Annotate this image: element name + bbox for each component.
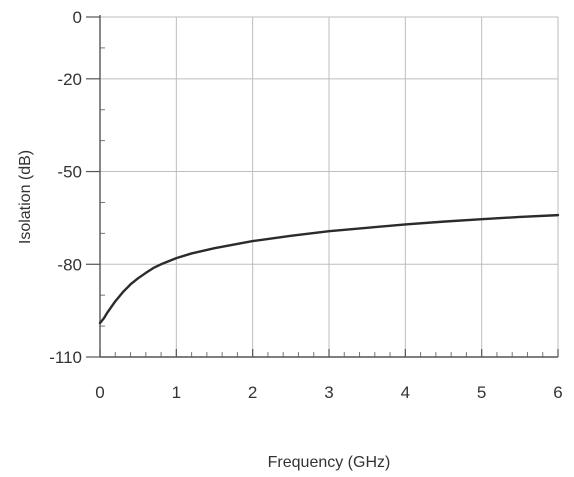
x-tick-label: 5 <box>477 383 486 402</box>
y-tick-label: -20 <box>57 70 82 89</box>
x-tick-label: 4 <box>401 383 410 402</box>
x-tick-label: 0 <box>95 383 104 402</box>
x-tick-label: 2 <box>248 383 257 402</box>
series-line <box>98 213 560 325</box>
y-tick-label: 0 <box>73 8 82 27</box>
tick-labels: 0 1 2 3 4 5 6 0 -20 -50 -80 -110 <box>49 8 563 402</box>
x-axis-label: Frequency (GHz) <box>268 454 391 471</box>
y-tick-label: -110 <box>49 348 82 367</box>
x-tick-label: 3 <box>324 383 333 402</box>
x-tick-label: 6 <box>553 383 562 402</box>
y-axis-label: Isolation (dB) <box>17 150 34 244</box>
minor-ticks <box>100 47 544 357</box>
y-tick-label: -50 <box>57 163 82 182</box>
grid <box>100 16 559 357</box>
x-tick-label: 1 <box>172 383 181 402</box>
y-tick-label: -80 <box>57 255 82 274</box>
series-layer <box>98 213 560 325</box>
axes <box>86 15 559 358</box>
